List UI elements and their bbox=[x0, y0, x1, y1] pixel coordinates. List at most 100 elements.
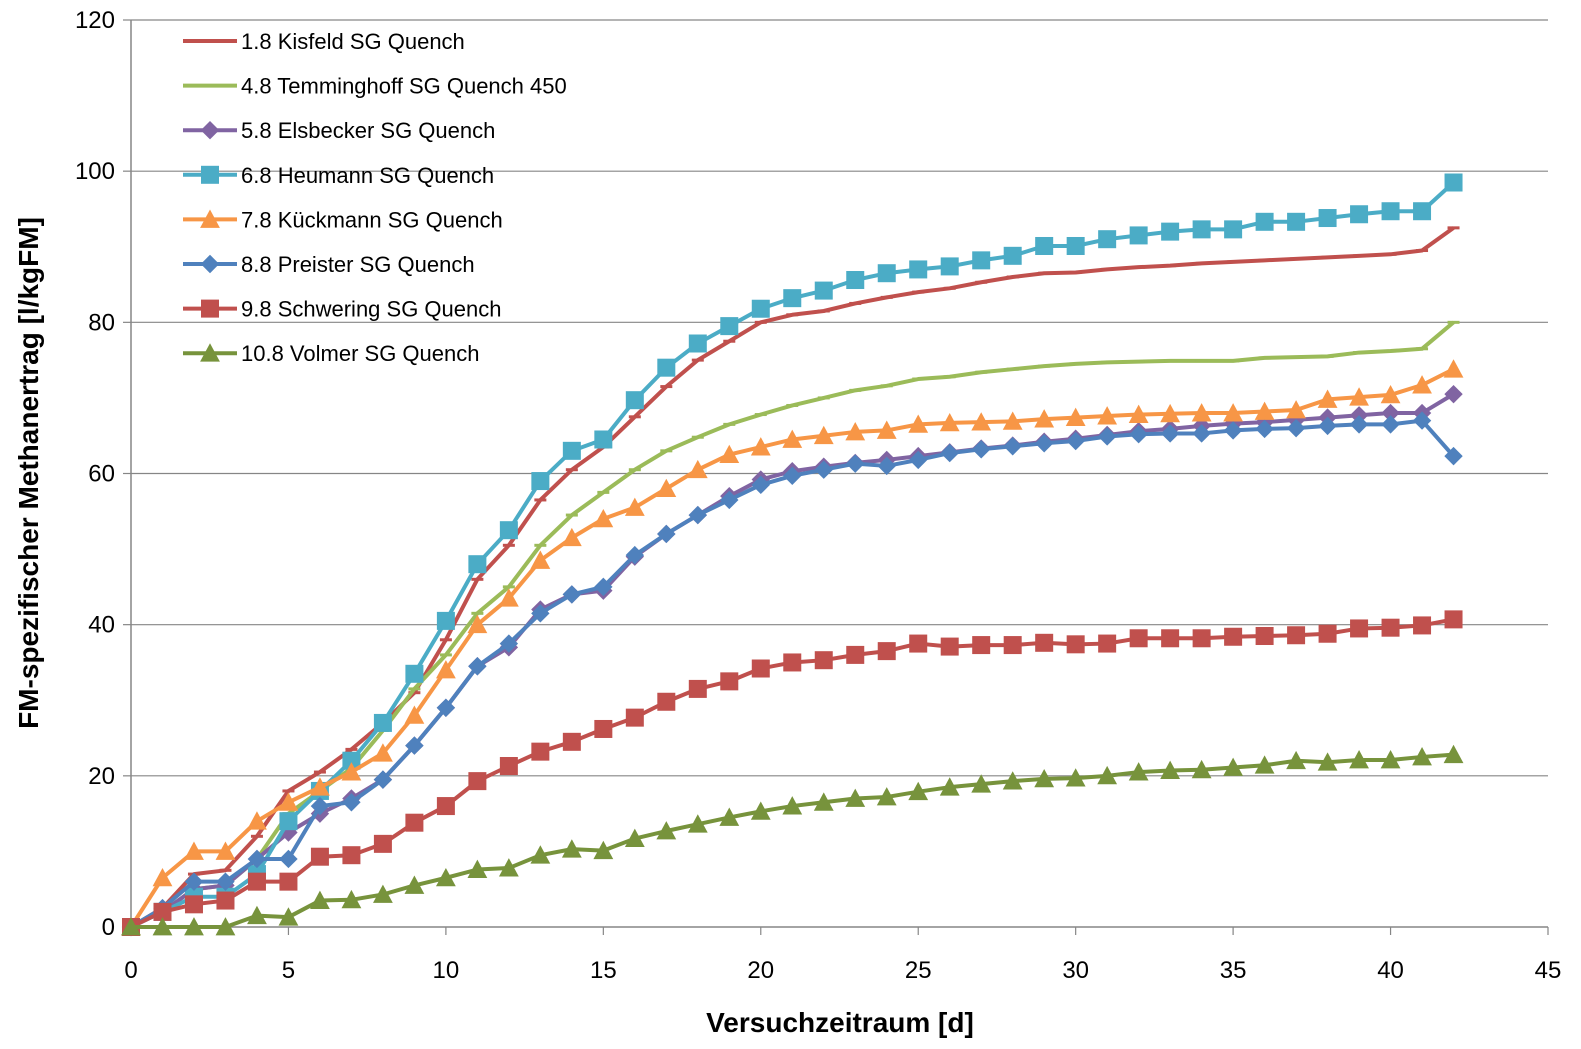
data-point-triangle bbox=[1002, 411, 1023, 430]
data-point-triangle bbox=[1317, 752, 1338, 771]
data-point-square bbox=[909, 260, 928, 279]
data-point-square bbox=[657, 692, 676, 711]
data-point-square bbox=[499, 521, 518, 540]
data-point-triangle bbox=[467, 859, 488, 878]
data-point-square bbox=[877, 642, 896, 661]
data-point-square bbox=[688, 334, 707, 353]
legend-item: 7.8 Kückmann SG Quench bbox=[183, 207, 503, 232]
y-tick-label: 120 bbox=[75, 7, 115, 34]
data-point-triangle bbox=[373, 884, 393, 903]
data-point-triangle bbox=[1223, 757, 1244, 776]
data-point-square bbox=[1129, 629, 1148, 648]
data-point-square bbox=[1318, 209, 1337, 228]
data-point-triangle bbox=[1317, 389, 1338, 408]
data-point-triangle bbox=[310, 777, 330, 796]
series-1 bbox=[125, 226, 1460, 929]
data-point-square bbox=[405, 813, 424, 832]
data-point-triangle bbox=[971, 774, 992, 793]
data-point-diamond bbox=[594, 577, 613, 597]
x-tick-label: 30 bbox=[1062, 957, 1089, 984]
x-tick-label: 25 bbox=[905, 957, 932, 984]
data-point-diamond bbox=[972, 440, 991, 459]
data-point-triangle bbox=[750, 437, 771, 456]
data-point-square bbox=[1318, 624, 1337, 643]
data-point-triangle bbox=[435, 660, 456, 679]
data-point-triangle bbox=[656, 478, 677, 498]
x-tick-label: 20 bbox=[747, 957, 774, 984]
legend-label: 7.8 Kückmann SG Quench bbox=[241, 207, 503, 232]
data-point-square bbox=[201, 165, 219, 184]
data-point-diamond bbox=[200, 121, 220, 140]
data-point-diamond bbox=[1192, 424, 1211, 443]
data-point-diamond bbox=[940, 443, 959, 463]
data-point-triangle bbox=[184, 917, 204, 936]
data-point-triangle bbox=[561, 839, 582, 858]
data-point-diamond bbox=[247, 849, 267, 869]
data-point-square bbox=[1381, 202, 1400, 221]
data-point-square bbox=[1003, 246, 1022, 265]
data-point-square bbox=[342, 846, 361, 865]
data-point-triangle bbox=[845, 422, 866, 441]
data-point-square bbox=[1003, 636, 1022, 655]
data-point-triangle bbox=[813, 425, 834, 445]
data-point-square bbox=[1066, 635, 1085, 654]
data-point-square bbox=[1161, 222, 1180, 241]
data-point-square bbox=[909, 634, 928, 653]
y-tick-label: 40 bbox=[88, 612, 115, 639]
data-point-square bbox=[436, 797, 455, 816]
data-point-square bbox=[720, 317, 739, 336]
x-axis-title: Versuchzeitraum [d] bbox=[706, 1007, 974, 1038]
series-line bbox=[129, 367, 1455, 929]
data-point-square bbox=[531, 472, 550, 491]
data-point-triangle bbox=[1349, 750, 1369, 769]
data-point-square bbox=[201, 299, 219, 318]
data-point-diamond bbox=[1255, 419, 1274, 439]
data-point-diamond bbox=[1381, 415, 1400, 434]
data-point-triangle bbox=[1349, 387, 1369, 406]
data-point-triangle bbox=[373, 743, 393, 762]
data-point-triangle bbox=[624, 828, 645, 847]
data-point-square bbox=[279, 812, 298, 831]
data-point-square bbox=[594, 719, 613, 738]
legend-label: 9.8 Schwering SG Quench bbox=[241, 297, 501, 322]
data-point-square bbox=[846, 645, 865, 664]
data-point-triangle bbox=[498, 588, 519, 607]
data-point-square bbox=[688, 679, 707, 698]
data-point-triangle bbox=[247, 811, 267, 830]
data-point-diamond bbox=[846, 454, 865, 473]
data-point-square bbox=[1098, 230, 1117, 249]
legend-label: 4.8 Temminghoff SG Quench 450 bbox=[241, 74, 567, 99]
data-point-square bbox=[625, 391, 644, 410]
data-point-square bbox=[1035, 236, 1054, 255]
data-point-square bbox=[846, 271, 865, 290]
x-tick-label: 40 bbox=[1377, 957, 1404, 984]
data-point-triangle bbox=[1443, 744, 1464, 764]
data-point-triangle bbox=[1002, 771, 1023, 790]
data-point-diamond bbox=[499, 634, 519, 653]
data-point-triangle bbox=[1254, 755, 1275, 774]
data-point-square bbox=[1192, 220, 1211, 239]
data-point-diamond bbox=[184, 872, 204, 891]
legend-label: 8.8 Preister SG Quench bbox=[241, 252, 475, 277]
data-point-square bbox=[1066, 236, 1085, 255]
grid-lines bbox=[131, 19, 1548, 777]
data-point-triangle bbox=[845, 788, 866, 807]
data-point-triangle bbox=[908, 781, 929, 801]
data-point-diamond bbox=[814, 460, 833, 479]
data-point-diamond bbox=[200, 254, 220, 274]
data-point-triangle bbox=[1254, 401, 1275, 420]
data-point-square bbox=[1444, 173, 1463, 192]
data-point-square bbox=[720, 672, 739, 691]
data-point-square bbox=[499, 757, 518, 776]
data-point-triangle bbox=[1286, 400, 1306, 419]
data-point-triangle bbox=[404, 705, 425, 724]
data-point-triangle bbox=[1160, 403, 1181, 423]
data-point-triangle bbox=[310, 890, 330, 909]
data-point-square bbox=[216, 891, 235, 910]
series-5 bbox=[121, 359, 1464, 936]
data-point-square bbox=[562, 441, 581, 460]
data-point-triangle bbox=[341, 762, 362, 781]
legend-item: 6.8 Heumann SG Quench bbox=[183, 163, 494, 188]
data-point-square bbox=[940, 637, 959, 656]
